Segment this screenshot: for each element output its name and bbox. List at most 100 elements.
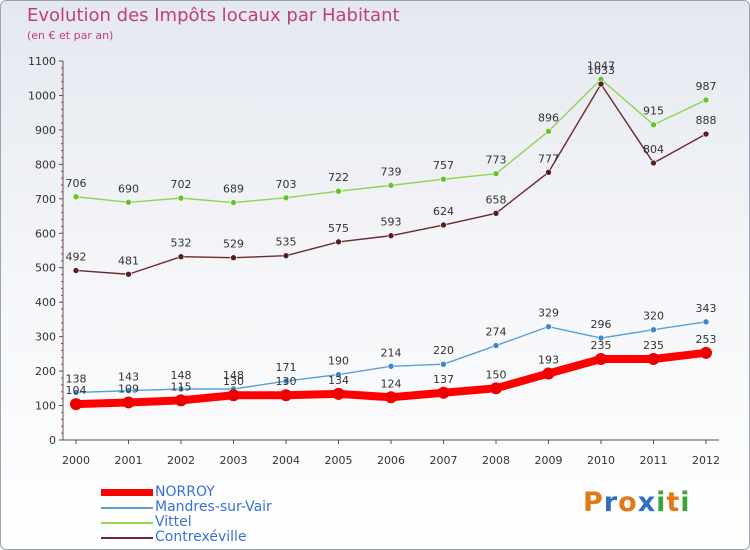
logo-letter: i bbox=[680, 487, 691, 518]
data-point-norroy bbox=[595, 353, 607, 366]
legend-swatch bbox=[101, 537, 153, 539]
y-tick-label: 800 bbox=[35, 158, 56, 171]
data-label: 138 bbox=[66, 372, 87, 385]
data-point-mandres-sur-vair bbox=[282, 377, 290, 385]
logo-letter: x bbox=[637, 487, 657, 518]
data-point-norroy bbox=[385, 391, 397, 404]
logo-letter: r bbox=[603, 487, 619, 518]
data-point-norroy bbox=[122, 396, 135, 409]
data-point-norroy bbox=[332, 387, 345, 400]
data-label: 296 bbox=[591, 318, 612, 331]
y-tick-label: 400 bbox=[35, 296, 56, 309]
data-label: 214 bbox=[381, 346, 402, 359]
data-point-mandres-sur-vair bbox=[335, 371, 342, 378]
data-point-mandres-sur-vair bbox=[177, 385, 185, 393]
proxiti-logo: Proxiti bbox=[583, 487, 691, 518]
data-label: 658 bbox=[486, 193, 507, 206]
y-tick-label: 1100 bbox=[28, 55, 56, 68]
data-point-contrex-ville bbox=[650, 159, 657, 167]
data-label: 689 bbox=[223, 183, 244, 196]
data-point-mandres-sur-vair bbox=[72, 389, 80, 396]
x-tick-label: 2006 bbox=[377, 454, 405, 467]
data-point-norroy bbox=[227, 389, 240, 402]
data-label: 777 bbox=[538, 152, 559, 165]
data-label: 739 bbox=[381, 165, 402, 178]
x-tick-label: 2011 bbox=[640, 454, 668, 467]
x-tick-label: 2004 bbox=[272, 454, 300, 467]
legend-label: Mandres-sur-Vair bbox=[155, 499, 272, 515]
data-point-contrex-ville bbox=[387, 232, 395, 239]
data-label: 702 bbox=[171, 178, 192, 191]
y-tick-label: 900 bbox=[35, 124, 56, 137]
data-label: 137 bbox=[433, 373, 454, 386]
data-label: 804 bbox=[643, 143, 664, 156]
legend-swatch bbox=[101, 522, 153, 524]
data-label: 987 bbox=[696, 80, 717, 93]
data-label: 143 bbox=[118, 371, 139, 384]
y-tick-label: 500 bbox=[35, 262, 56, 275]
y-tick-label: 700 bbox=[35, 193, 56, 206]
data-point-contrex-ville bbox=[72, 267, 80, 274]
data-point-norroy bbox=[280, 389, 292, 402]
data-point-vittel bbox=[230, 199, 237, 206]
legend-item: NORROY bbox=[101, 484, 401, 500]
data-label: 190 bbox=[328, 355, 349, 368]
x-tick-label: 2003 bbox=[220, 454, 248, 467]
data-point-norroy bbox=[437, 386, 450, 399]
data-point-contrex-ville bbox=[177, 253, 185, 261]
data-label: 150 bbox=[486, 368, 507, 381]
data-point-contrex-ville bbox=[282, 252, 290, 259]
data-point-mandres-sur-vair bbox=[492, 342, 500, 349]
legend-label: NORROY bbox=[155, 484, 215, 500]
x-tick-label: 2008 bbox=[482, 454, 510, 467]
data-label: 235 bbox=[591, 339, 612, 352]
data-label: 722 bbox=[328, 171, 349, 184]
data-point-mandres-sur-vair bbox=[597, 334, 605, 342]
data-label: 235 bbox=[643, 339, 664, 352]
data-label: 134 bbox=[328, 374, 349, 387]
data-label: 171 bbox=[276, 361, 297, 374]
logo-letter: i bbox=[656, 487, 667, 518]
legend-swatch bbox=[101, 507, 153, 509]
y-tick-label: 300 bbox=[35, 331, 56, 344]
data-point-vittel bbox=[72, 193, 80, 201]
data-label: 343 bbox=[696, 302, 717, 315]
data-label: 773 bbox=[486, 154, 507, 167]
data-point-vittel bbox=[282, 194, 290, 202]
data-label: 124 bbox=[381, 377, 402, 390]
data-point-contrex-ville bbox=[597, 80, 605, 88]
data-point-mandres-sur-vair bbox=[125, 387, 132, 395]
data-label: 492 bbox=[66, 250, 87, 263]
data-point-contrex-ville bbox=[492, 209, 500, 217]
data-label: 1047 bbox=[587, 59, 615, 72]
data-label: 148 bbox=[223, 369, 244, 382]
data-point-norroy bbox=[647, 353, 660, 366]
logo-letter: t bbox=[666, 487, 681, 518]
data-point-mandres-sur-vair bbox=[545, 323, 552, 330]
chart-legend: NORROY Mandres-sur-Vair Vittel Contrexévill… bbox=[101, 484, 401, 545]
data-label: 593 bbox=[381, 216, 402, 229]
x-tick-label: 2007 bbox=[430, 454, 458, 467]
data-point-norroy bbox=[700, 346, 712, 359]
data-point-mandres-sur-vair bbox=[440, 360, 447, 368]
data-point-mandres-sur-vair bbox=[650, 326, 657, 334]
x-tick-label: 2000 bbox=[62, 454, 90, 467]
data-point-vittel bbox=[387, 182, 395, 189]
data-label: 253 bbox=[696, 333, 717, 346]
y-tick-label: 0 bbox=[49, 434, 56, 447]
data-label: 148 bbox=[171, 369, 192, 382]
data-point-contrex-ville bbox=[702, 130, 710, 138]
data-label: 706 bbox=[66, 177, 87, 190]
data-label: 757 bbox=[433, 159, 454, 172]
x-tick-label: 2005 bbox=[325, 454, 353, 467]
data-label: 109 bbox=[118, 382, 139, 395]
legend-label: Contrexéville bbox=[155, 529, 247, 545]
data-point-vittel bbox=[492, 170, 500, 177]
x-tick-label: 2001 bbox=[115, 454, 143, 467]
data-label: 1033 bbox=[587, 64, 615, 77]
data-label: 529 bbox=[223, 238, 244, 251]
y-tick-label: 1000 bbox=[28, 89, 56, 102]
data-label: 130 bbox=[276, 375, 297, 388]
